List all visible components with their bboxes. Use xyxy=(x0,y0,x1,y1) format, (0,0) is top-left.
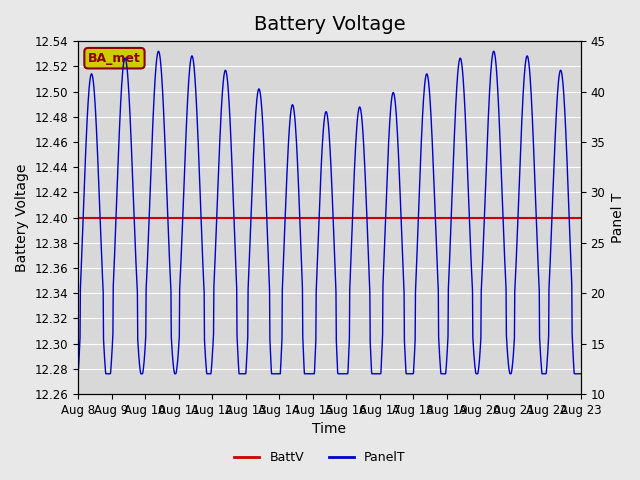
Y-axis label: Battery Voltage: Battery Voltage xyxy=(15,163,29,272)
PanelT xyxy=(74,371,82,377)
BattV xyxy=(108,215,115,220)
Line: PanelT: PanelT xyxy=(78,51,581,374)
PanelT xyxy=(134,290,141,296)
Title: Battery Voltage: Battery Voltage xyxy=(253,15,405,34)
BattV xyxy=(74,215,82,220)
PanelT xyxy=(298,276,306,282)
PanelT xyxy=(155,48,163,54)
PanelT xyxy=(113,190,121,196)
PanelT xyxy=(361,157,369,163)
PanelT xyxy=(307,371,315,377)
Y-axis label: Panel T: Panel T xyxy=(611,192,625,243)
Legend: BattV, PanelT: BattV, PanelT xyxy=(229,446,411,469)
PanelT xyxy=(288,103,296,109)
PanelT xyxy=(577,371,585,377)
Text: BA_met: BA_met xyxy=(88,52,141,65)
X-axis label: Time: Time xyxy=(312,422,346,436)
